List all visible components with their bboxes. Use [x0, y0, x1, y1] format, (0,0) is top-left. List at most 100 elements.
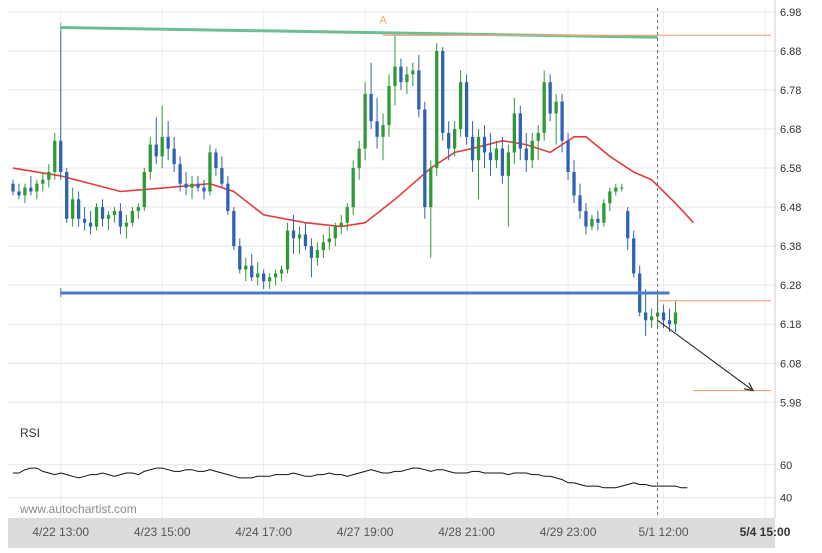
candle-body: [626, 211, 630, 239]
rsi-grid: [8, 464, 775, 499]
x-tick-label: 4/23 15:00: [134, 525, 191, 539]
candle: [387, 74, 391, 137]
candle: [399, 58, 403, 90]
candle-body: [494, 148, 499, 161]
candle: [566, 132, 570, 180]
candle: [435, 43, 439, 176]
candle-body: [488, 152, 493, 161]
candle: [602, 199, 606, 227]
candle-body: [560, 101, 564, 141]
candle: [11, 179, 15, 196]
candle-body: [35, 183, 39, 192]
candle-body: [399, 66, 403, 83]
candle-body: [172, 148, 176, 165]
pattern-point-label: A: [379, 15, 387, 27]
candle-body: [82, 218, 87, 223]
candle-body: [297, 234, 302, 239]
y-tick-label: 6.68: [780, 124, 801, 136]
candle: [29, 175, 33, 196]
candle: [238, 238, 242, 274]
candle: [256, 261, 260, 286]
candle: [417, 54, 421, 118]
candle-body: [345, 207, 349, 223]
y-tick-label: 6.08: [780, 358, 801, 370]
candle: [196, 175, 200, 192]
candle-body: [202, 187, 206, 192]
candle: [429, 160, 433, 258]
candle-body: [291, 230, 296, 239]
candle: [548, 74, 552, 122]
candle-body: [435, 50, 439, 169]
candle-body: [673, 312, 678, 325]
x-tick-label: 4/27 19:00: [337, 525, 394, 539]
candle-body: [279, 269, 284, 274]
candle: [626, 207, 630, 251]
candle-body: [88, 222, 93, 227]
candle: [220, 156, 224, 188]
candle: [291, 214, 296, 254]
candle-body: [226, 183, 230, 211]
candle: [644, 289, 648, 336]
candle: [190, 175, 194, 200]
candle-body: [250, 265, 254, 278]
y-axis-ticks: 6.98 6.88 6.78 6.68 6.58 6.48 6.38 6.28 6.18 6.08…: [780, 7, 801, 409]
candle-body: [41, 179, 45, 184]
candle: [208, 144, 212, 196]
candle: [148, 136, 152, 180]
candle: [405, 66, 409, 94]
candle-body: [154, 144, 158, 157]
candle: [542, 70, 546, 141]
candle: [279, 265, 284, 282]
candle: [202, 179, 206, 200]
candle-body: [94, 207, 99, 227]
candle-body: [309, 246, 314, 258]
candle-body: [273, 273, 278, 278]
candle: [363, 82, 367, 161]
candle-body: [608, 191, 612, 204]
candle: [506, 144, 511, 227]
candle: [315, 242, 320, 266]
candle: [614, 183, 618, 196]
candle: [82, 207, 87, 231]
candle-body: [614, 187, 618, 192]
candle: [453, 121, 457, 157]
candle-body: [238, 246, 242, 270]
candle-body: [464, 82, 469, 137]
candle-body: [118, 211, 123, 227]
candle: [17, 183, 21, 200]
y-tick-label: 6.78: [780, 85, 801, 97]
candle-body: [572, 171, 576, 196]
candle: [524, 132, 528, 172]
candle: [303, 222, 308, 251]
candle: [464, 74, 469, 145]
candle: [494, 140, 499, 169]
candle-body: [47, 171, 51, 180]
candle-body: [262, 273, 266, 282]
candle: [244, 257, 248, 282]
candle: [608, 187, 612, 211]
candle-body: [596, 218, 600, 223]
y-tick-label: 6.18: [780, 319, 801, 331]
candle: [136, 203, 140, 219]
candle: [118, 203, 123, 235]
y-tick-label: 6.38: [780, 241, 801, 253]
candle-body: [124, 222, 129, 227]
candle-body: [393, 66, 397, 87]
candle-body: [548, 82, 552, 114]
candle-body: [160, 136, 164, 157]
candle: [649, 308, 654, 329]
candle-body: [142, 171, 146, 208]
candle-body: [470, 136, 475, 161]
overlays-layer: [60, 8, 771, 518]
candle: [512, 97, 516, 165]
candle: [584, 203, 588, 235]
candle-body: [166, 136, 170, 149]
candle: [536, 125, 540, 161]
candle: [458, 70, 463, 137]
candle-body: [178, 164, 182, 184]
candle: [35, 179, 39, 200]
candle-body: [447, 132, 451, 149]
candle: [76, 191, 81, 227]
candle: [476, 129, 481, 200]
